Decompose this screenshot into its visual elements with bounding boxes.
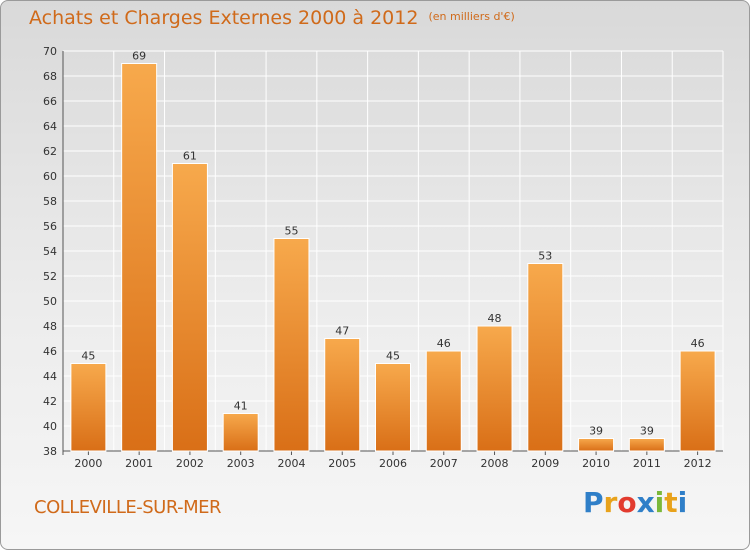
unit-label: (en milliers d'€) xyxy=(428,10,515,23)
labels: 38 40 42 44 46 48 50 52 54 56 58 60 62 64 66 68 70 45 2000… xyxy=(43,45,712,470)
y-tick-label: 62 xyxy=(43,145,57,158)
data-label: 55 xyxy=(284,225,298,238)
bar-2011[interactable] xyxy=(628,438,665,452)
y-tick-label: 70 xyxy=(43,45,57,58)
y-tick-label: 60 xyxy=(43,170,57,183)
logo-letter: o xyxy=(617,486,637,519)
data-label: 46 xyxy=(437,337,451,350)
data-label: 61 xyxy=(183,150,197,163)
bar-2005[interactable] xyxy=(324,338,361,452)
bar-2004[interactable] xyxy=(273,238,310,452)
proxiti-logo[interactable]: Proxiti xyxy=(583,486,687,519)
logo-letter: i xyxy=(654,486,665,519)
data-label: 46 xyxy=(691,337,705,350)
logo-letter: x xyxy=(636,486,655,519)
x-tick-label: 2007 xyxy=(430,457,458,470)
x-tick-label: 2008 xyxy=(481,457,509,470)
data-label: 45 xyxy=(386,350,400,363)
bar-2003[interactable] xyxy=(222,413,259,452)
logo-letter: r xyxy=(603,486,618,519)
data-label: 53 xyxy=(538,250,552,263)
data-label: 48 xyxy=(488,312,502,325)
x-tick-label: 2002 xyxy=(176,457,204,470)
y-tick-label: 68 xyxy=(43,70,57,83)
y-tick-label: 50 xyxy=(43,295,57,308)
chart-title: Achats et Charges Externes 2000 à 2012 (e… xyxy=(29,7,515,29)
x-tick-label: 2012 xyxy=(684,457,712,470)
y-tick-label: 42 xyxy=(43,395,57,408)
y-tick-label: 46 xyxy=(43,345,57,358)
logo-letter: t xyxy=(664,486,678,519)
bar-2009[interactable] xyxy=(527,263,564,452)
y-tick-label: 44 xyxy=(43,370,57,383)
x-tick-label: 2005 xyxy=(328,457,356,470)
bar-2007[interactable] xyxy=(425,350,462,452)
x-tick-label: 2010 xyxy=(582,457,610,470)
y-tick-label: 56 xyxy=(43,220,57,233)
data-label: 47 xyxy=(335,325,349,338)
y-tick-label: 48 xyxy=(43,320,57,333)
y-tick-label: 58 xyxy=(43,195,57,208)
bar-2001[interactable] xyxy=(121,63,158,452)
y-tick-label: 54 xyxy=(43,245,57,258)
bar-2000[interactable] xyxy=(70,363,107,452)
data-label: 45 xyxy=(81,350,95,363)
x-tick-label: 2004 xyxy=(277,457,305,470)
data-label: 41 xyxy=(234,400,248,413)
data-label: 69 xyxy=(132,50,146,63)
logo-letter: i xyxy=(677,486,688,519)
bar-2002[interactable] xyxy=(171,163,208,452)
x-tick-label: 2006 xyxy=(379,457,407,470)
y-tick-label: 38 xyxy=(43,445,57,458)
x-tick-label: 2011 xyxy=(633,457,661,470)
bar-2006[interactable] xyxy=(375,363,411,452)
y-tick-label: 40 xyxy=(43,420,57,433)
bar-2008[interactable] xyxy=(476,325,513,452)
logo-letter: P xyxy=(583,486,604,519)
x-tick-label: 2003 xyxy=(227,457,255,470)
title-text: Achats et Charges Externes 2000 à 2012 xyxy=(29,7,419,29)
bar-2012[interactable] xyxy=(679,350,716,452)
bar-2010[interactable] xyxy=(578,438,615,452)
x-tick-label: 2001 xyxy=(125,457,153,470)
y-tick-label: 64 xyxy=(43,120,57,133)
city-name: COLLEVILLE-SUR-MER xyxy=(34,497,222,518)
data-label: 39 xyxy=(640,425,654,438)
x-tick-label: 2000 xyxy=(74,457,102,470)
x-tick-label: 2009 xyxy=(531,457,559,470)
bars xyxy=(70,63,716,452)
y-tick-label: 52 xyxy=(43,270,57,283)
y-tick-label: 66 xyxy=(43,95,57,108)
data-label: 39 xyxy=(589,425,603,438)
